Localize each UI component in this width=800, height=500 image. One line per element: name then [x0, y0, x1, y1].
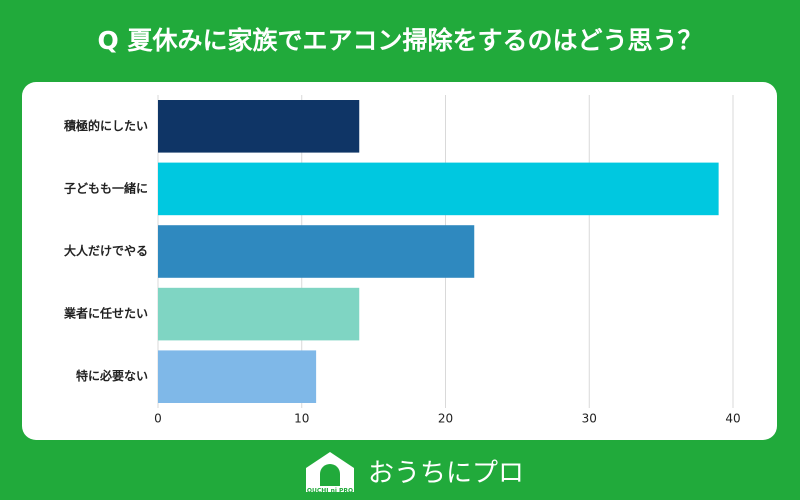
logo-text: おうちにプロ [368, 459, 524, 489]
bar [158, 162, 719, 216]
x-tick-label: 30 [582, 412, 597, 426]
logo: OUCHI ni PRO おうちにプロ [306, 452, 524, 495]
y-tick-label: 積極的にしたい [63, 118, 148, 133]
x-tick-label: 0 [154, 412, 162, 426]
bar [158, 287, 360, 341]
bar [158, 225, 475, 278]
y-tick-label: 特に必要ない [76, 368, 148, 383]
x-tick-label: 40 [725, 412, 740, 426]
logo-sub: OUCHI ni PRO [307, 488, 353, 495]
chart-title: Q 夏休みに家族でエアコン掃除をするのはどう思う？ [98, 26, 703, 55]
bar [158, 100, 360, 153]
y-tick-label: 大人だけでやる [64, 243, 148, 258]
y-tick-label: 子どもも一緒に [64, 180, 148, 195]
y-tick-label: 業者に任せたい [63, 306, 148, 321]
bar [158, 350, 317, 403]
logo-door [320, 464, 340, 486]
x-tick-label: 10 [294, 412, 309, 426]
x-tick-label: 20 [438, 412, 453, 426]
